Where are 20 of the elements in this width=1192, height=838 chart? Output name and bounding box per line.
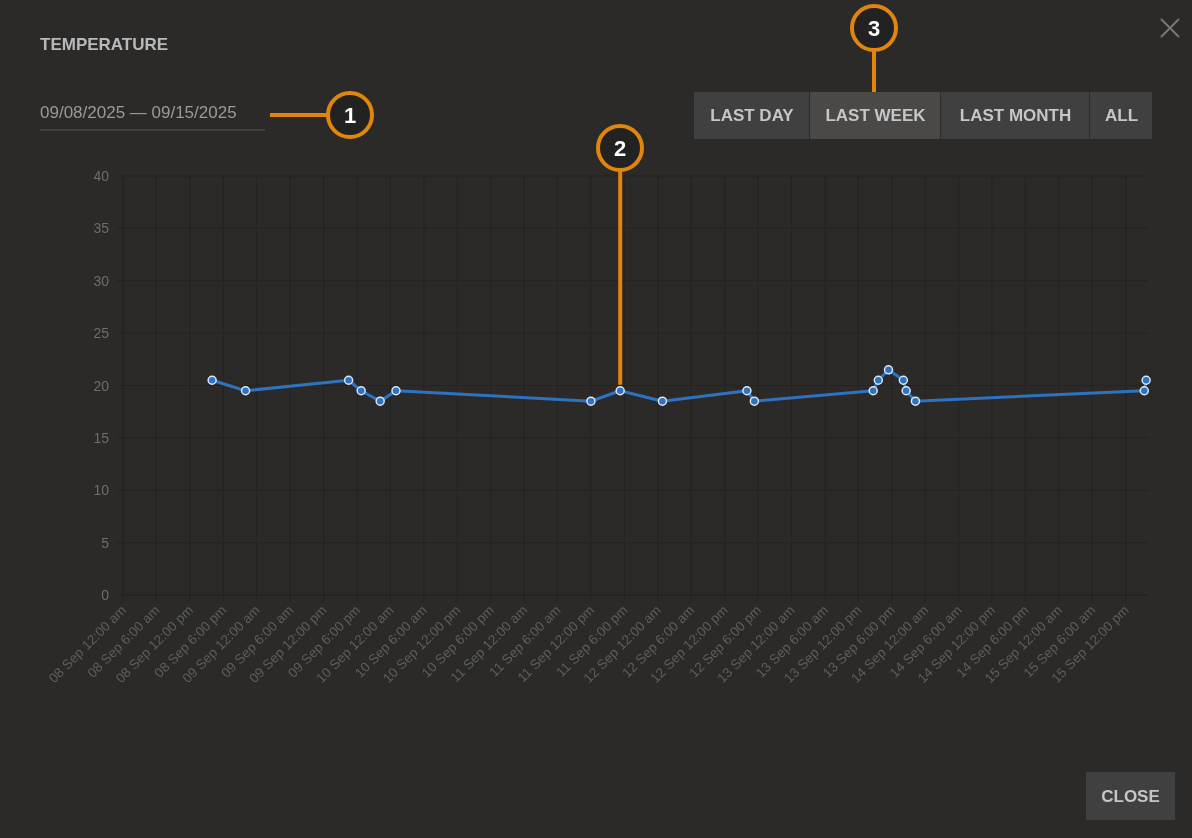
text: LAST DAY — [710, 106, 795, 125]
y-tick-label: 15 — [93, 429, 110, 446]
text: 09/08/2025 — 09/15/2025 — [40, 103, 237, 122]
text: LAST MONTH — [959, 106, 1072, 125]
numbered-callout: 1 — [270, 91, 374, 139]
numbered-callout: 3 — [850, 4, 898, 92]
text: CLOSE — [1101, 787, 1160, 806]
y-tick-label: 5 — [101, 534, 110, 551]
y-tick-label: 20 — [93, 377, 110, 394]
y-tick-label: 10 — [93, 482, 110, 499]
y-tick-label: 35 — [93, 220, 110, 237]
text: ALL — [1104, 106, 1139, 125]
text: LAST WEEK — [825, 106, 927, 125]
chart-title: TEMPERATURE — [40, 35, 169, 54]
y-tick-label: 0 — [101, 587, 110, 603]
y-tick-label: 30 — [93, 272, 110, 289]
y-tick-label: 25 — [93, 325, 110, 342]
annotation: 2 — [613, 136, 627, 161]
y-tick-label: 40 — [93, 168, 110, 184]
numbered-callout: 2 — [596, 124, 644, 385]
